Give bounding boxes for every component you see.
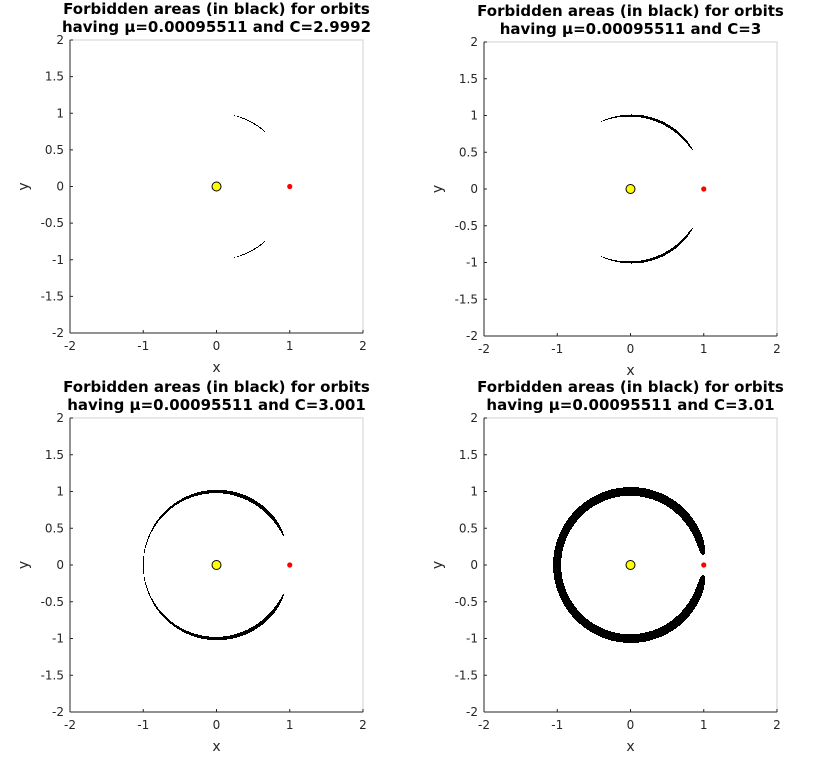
subplot-2: -2 -1 0 1 2 -2 -1.5 -1 -0.5 0 0.5 1 1.5 2 x y Forbidden … [430,2,784,379]
x-tick-label: 0 [627,342,635,356]
chart-title-line-1: Forbidden areas (in black) for orbits [63,0,370,18]
y-axis-label: y [16,561,32,569]
x-tick-label: 1 [286,718,294,732]
chart-title-line-2: having μ=0.00095511 and C=2.9992 [62,18,371,36]
y-tick-label: -1.5 [41,668,64,682]
primary-body-point [211,181,222,192]
x-tick-label: -1 [551,342,563,356]
y-tick-label: 2 [56,33,64,47]
secondary-body-point [701,186,707,192]
y-tick-label: 0 [56,558,64,572]
y-tick-label: 0 [470,558,478,572]
y-tick-label: -0.5 [455,595,478,609]
x-tick-label: -1 [137,718,149,732]
y-tick-label: -2 [52,705,64,719]
y-tick-label: 0.5 [459,145,478,159]
y-tick-label: -2 [466,329,478,343]
x-tick-label: -2 [478,342,490,356]
y-tick-label: 1.5 [459,448,478,462]
x-tick-label: 1 [700,342,708,356]
y-tick-label: 0.5 [459,521,478,535]
forbidden-region [601,114,693,264]
chart-title-line-2: having μ=0.00095511 and C=3.001 [67,396,366,414]
subplot-4: -2 -1 0 1 2 -2 -1.5 -1 -0.5 0 0.5 1 1.5 2 x y Forbidden … [430,378,784,755]
y-tick-label: 0 [56,180,64,194]
y-tick-label: 0 [470,182,478,196]
y-tick-label: -2 [466,705,478,719]
y-tick-label: -0.5 [41,216,64,230]
forbidden-area [234,115,265,258]
y-tick-label: -2 [52,326,64,340]
chart-title-line-1: Forbidden areas (in black) for orbits [477,2,784,20]
y-tick-label: 1 [470,109,478,123]
primary-body-point [625,184,636,194]
x-axis-label: x [626,739,634,755]
forbidden-area [601,114,693,264]
subplot-3: -2 -1 0 1 2 -2 -1.5 -1 -0.5 0 0.5 1 1.5 2 x y Forbidden … [16,378,370,755]
y-tick-label: 1 [470,485,478,499]
x-tick-label: 2 [359,718,367,732]
x-axis-label: x [212,739,220,755]
x-tick-label: -2 [64,718,76,732]
chart-title-line-2: having μ=0.00095511 and C=3.01 [486,396,774,414]
x-axis-label: x [212,360,220,376]
y-tick-label: -1.5 [41,289,64,303]
y-tick-label: -1 [52,632,64,646]
y-tick-label: -1.5 [455,292,478,306]
x-tick-label: 2 [773,342,781,356]
x-tick-label: 0 [213,339,221,353]
y-tick-label: -1 [52,253,64,267]
y-axis-label: y [430,561,446,569]
y-tick-label: 2 [56,411,64,425]
y-tick-label: -0.5 [455,219,478,233]
y-tick-label: -1 [466,256,478,270]
y-tick-label: 1 [56,485,64,499]
subplot-1: -2 -1 0 1 2 -2 -1.5 -1 -0.5 0 0.5 1 1.5 2 x y Forbidden … [16,0,371,376]
y-tick-label: -1.5 [455,668,478,682]
x-tick-label: 1 [700,718,708,732]
y-tick-label: 1 [56,106,64,120]
x-tick-label: 0 [213,718,221,732]
x-axis-label: x [626,363,634,379]
x-tick-label: -1 [551,718,563,732]
x-tick-label: 0 [627,718,635,732]
y-tick-label: 2 [470,35,478,49]
chart-title-line-1: Forbidden areas (in black) for orbits [63,378,370,396]
y-axis-label: y [430,185,446,193]
x-tick-label: 2 [359,339,367,353]
x-tick-label: -2 [64,339,76,353]
chart-title-line-1: Forbidden areas (in black) for orbits [477,378,784,396]
x-tick-label: 2 [773,718,781,732]
y-axis-label: y [16,182,32,190]
x-tick-label: 1 [286,339,294,353]
y-tick-label: 1.5 [45,70,64,84]
y-tick-label: 1.5 [45,448,64,462]
y-tick-label: 0.5 [45,521,64,535]
primary-body-point [625,560,636,570]
primary-body-point [211,560,222,570]
secondary-body-point [701,562,707,568]
y-tick-label: 1.5 [459,72,478,86]
forbidden-region [234,115,265,258]
x-tick-label: -1 [137,339,149,353]
secondary-body-point [287,562,293,568]
y-tick-label: -1 [466,632,478,646]
y-tick-label: -0.5 [41,595,64,609]
y-tick-label: 0.5 [45,143,64,157]
chart-title-line-2: having μ=0.00095511 and C=3 [500,20,762,38]
y-tick-label: 2 [470,411,478,425]
secondary-body-point [287,183,293,190]
x-tick-label: -2 [478,718,490,732]
